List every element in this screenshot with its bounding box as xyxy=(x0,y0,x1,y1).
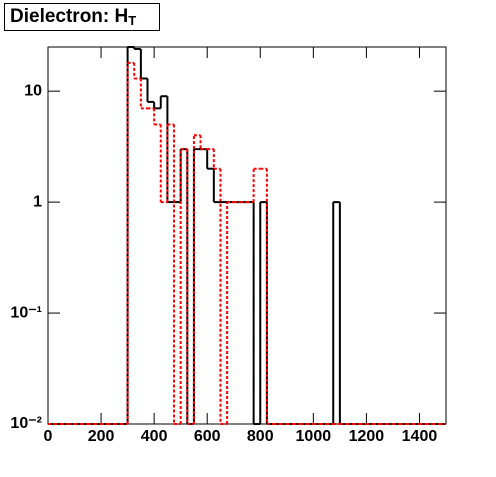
x-tick-label: 1400 xyxy=(402,428,438,445)
y-tick-label: 10⁻¹ xyxy=(10,304,42,321)
y-tick-label: 10 xyxy=(24,82,42,99)
x-tick-label: 800 xyxy=(247,428,274,445)
plot-frame xyxy=(47,46,447,425)
y-tick-label: 10⁻² xyxy=(10,415,42,432)
x-tick-label: 0 xyxy=(44,428,53,445)
title-box xyxy=(4,3,160,31)
title-main: Dielectron: H xyxy=(10,6,128,27)
y-tick-label: 1 xyxy=(33,193,42,210)
chart-title: Dielectron: HT xyxy=(10,6,136,28)
x-tick-label: 600 xyxy=(194,428,221,445)
x-tick-label: 400 xyxy=(141,428,168,445)
x-tick-label: 200 xyxy=(88,428,115,445)
title-subscript: T xyxy=(128,13,136,28)
x-tick-label: 1200 xyxy=(349,428,385,445)
x-tick-label: 1000 xyxy=(296,428,332,445)
